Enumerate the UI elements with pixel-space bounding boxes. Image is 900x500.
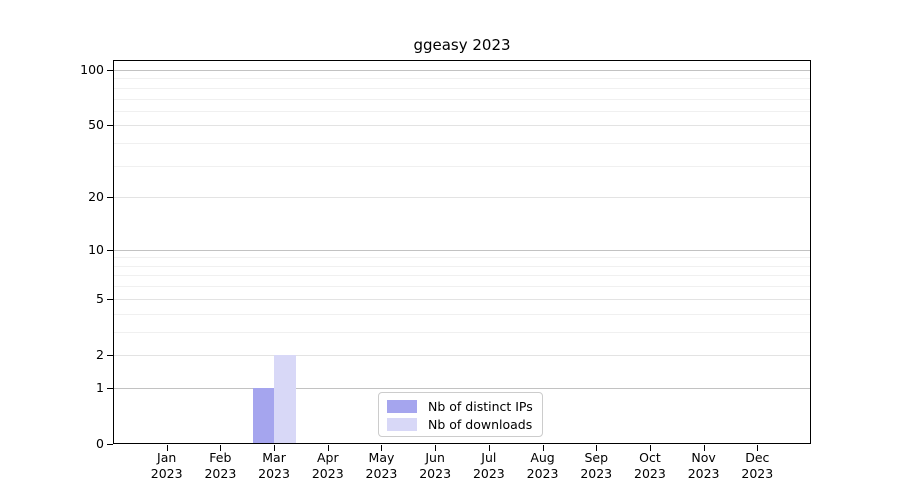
gridline bbox=[114, 387, 810, 389]
bar-downloads bbox=[274, 354, 296, 443]
y-tick-label: 2 bbox=[96, 346, 104, 362]
minor-gridline bbox=[114, 286, 810, 288]
y-tick-label: 10 bbox=[88, 241, 104, 257]
chart-title: ggeasy 2023 bbox=[413, 36, 511, 54]
gridline bbox=[114, 354, 810, 356]
y-tick-label: 20 bbox=[88, 189, 104, 205]
x-tick-label: Apr 2023 bbox=[311, 450, 344, 481]
y-tick-mark bbox=[107, 354, 113, 356]
legend-item-distinct-ips: Nb of distinct IPs bbox=[387, 397, 542, 415]
x-tick-label: Nov 2023 bbox=[687, 450, 720, 481]
x-tick-mark bbox=[757, 445, 759, 451]
gridline bbox=[114, 70, 810, 71]
y-tick-mark bbox=[107, 70, 113, 71]
x-tick-mark bbox=[649, 445, 651, 451]
x-tick-label: Jun 2023 bbox=[419, 450, 452, 481]
minor-gridline bbox=[114, 98, 810, 100]
x-tick-mark bbox=[488, 445, 490, 451]
bar-distinct-ips bbox=[252, 387, 275, 443]
x-tick-label: Aug 2023 bbox=[526, 450, 559, 481]
gridline bbox=[114, 197, 810, 199]
minor-gridline bbox=[114, 313, 810, 315]
legend-swatch-downloads bbox=[387, 417, 417, 431]
legend: Nb of distinct IPs Nb of downloads bbox=[378, 392, 543, 437]
x-tick-mark bbox=[166, 445, 168, 451]
minor-gridline bbox=[114, 257, 810, 259]
plot-area bbox=[113, 60, 811, 444]
gridline bbox=[114, 298, 810, 300]
x-tick-mark bbox=[220, 445, 222, 451]
minor-gridline bbox=[114, 265, 810, 267]
x-tick-mark bbox=[703, 445, 705, 451]
x-tick-label: Mar 2023 bbox=[258, 450, 290, 481]
legend-item-downloads: Nb of downloads bbox=[387, 415, 542, 433]
y-tick-label: 100 bbox=[80, 62, 104, 77]
x-tick-label: Feb 2023 bbox=[204, 450, 237, 481]
minor-gridline bbox=[114, 87, 810, 89]
minor-gridline bbox=[114, 331, 810, 333]
x-tick-label: Dec 2023 bbox=[741, 450, 774, 481]
y-tick-mark bbox=[107, 125, 113, 127]
x-tick-mark bbox=[274, 445, 276, 451]
y-tick-mark bbox=[107, 298, 113, 300]
x-tick-label: May 2023 bbox=[365, 450, 398, 481]
minor-gridline bbox=[114, 110, 810, 112]
x-tick-label: Jan 2023 bbox=[150, 450, 183, 481]
y-tick-mark bbox=[107, 197, 113, 199]
y-tick-mark bbox=[107, 444, 113, 445]
minor-gridline bbox=[114, 143, 810, 145]
x-tick-label: Oct 2023 bbox=[634, 450, 666, 481]
y-tick-label: 50 bbox=[88, 117, 104, 133]
gridline bbox=[114, 249, 810, 251]
x-tick-mark bbox=[435, 445, 437, 451]
y-tick-label: 5 bbox=[96, 290, 104, 306]
y-tick-label: 0 bbox=[96, 436, 104, 451]
x-tick-label: Sep 2023 bbox=[580, 450, 613, 481]
legend-swatch-distinct-ips bbox=[387, 399, 417, 413]
minor-gridline bbox=[114, 78, 810, 80]
x-tick-mark bbox=[327, 445, 329, 451]
legend-label-downloads: Nb of downloads bbox=[428, 416, 533, 432]
x-tick-mark bbox=[596, 445, 598, 451]
x-tick-label: Jul 2023 bbox=[472, 450, 505, 481]
y-tick-label: 1 bbox=[96, 379, 104, 395]
minor-gridline bbox=[114, 275, 810, 277]
x-tick-mark bbox=[542, 445, 544, 451]
minor-gridline bbox=[114, 165, 810, 167]
x-tick-mark bbox=[381, 445, 383, 451]
gridline bbox=[114, 125, 810, 127]
y-tick-mark bbox=[107, 249, 113, 251]
y-tick-mark bbox=[107, 387, 113, 389]
legend-label-distinct-ips: Nb of distinct IPs bbox=[428, 398, 533, 414]
